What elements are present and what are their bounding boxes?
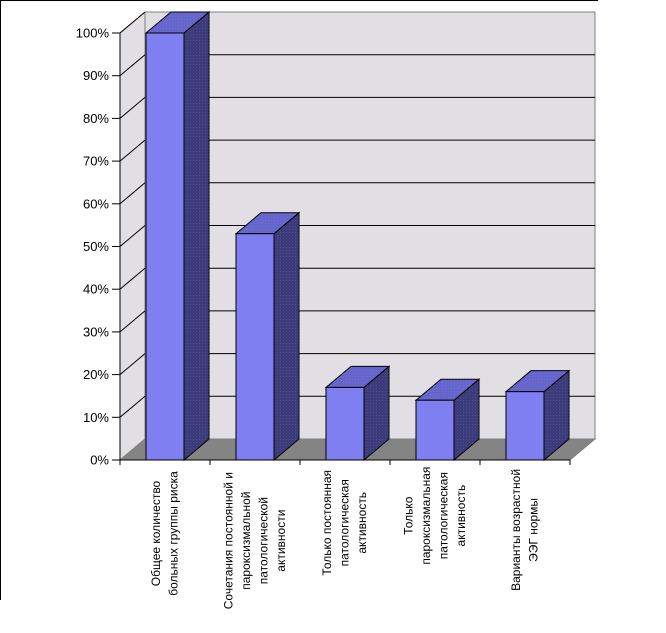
- bar-top-texture: [236, 212, 299, 234]
- x-axis-label: Сочетания постоянной и: [221, 472, 235, 609]
- y-axis-label: 60%: [83, 196, 109, 211]
- bar-column: [144, 10, 211, 462]
- x-axis-label: патологической: [256, 497, 270, 584]
- wall-tick-line: [119, 54, 146, 77]
- bar-column: [414, 378, 481, 462]
- x-axis-label: Только постоянная: [320, 470, 334, 576]
- bar-side-texture: [184, 12, 209, 460]
- y-axis-labels: 0% 10% 20% 30% 40% 50% 60% 70% 80% 90% 100%: [76, 26, 110, 468]
- y-axis-label: 90%: [83, 68, 109, 83]
- x-axis-label: больных группы риска: [166, 471, 180, 596]
- x-axis-labels: Общее количество больных группы риска Соче…: [149, 467, 541, 610]
- bar-front-face: [325, 386, 365, 461]
- bar-top-texture: [326, 366, 389, 388]
- bar-top-texture: [416, 379, 479, 401]
- left-wall-ticks: [119, 11, 146, 418]
- x-axis-label: патологическая: [436, 472, 450, 559]
- wall-tick-line: [119, 225, 146, 247]
- y-axis-label: 0%: [90, 453, 109, 468]
- x-axis-label: Варианты возрастной: [509, 469, 523, 591]
- x-ticks: [119, 460, 571, 465]
- y-axis-label: 20%: [83, 367, 109, 382]
- y-axis-label: 40%: [83, 282, 109, 297]
- bar-column: [324, 365, 391, 462]
- y-axis-label: 30%: [83, 324, 109, 339]
- x-axis-label: активности: [274, 510, 288, 572]
- bar-side-texture: [274, 212, 299, 460]
- wall-tick-line: [119, 97, 146, 119]
- bar-side-texture: [454, 379, 479, 460]
- wall-tick-line: [119, 310, 146, 333]
- bar-column: [504, 369, 571, 462]
- y-axis-label: 10%: [83, 410, 109, 425]
- x-axis-label: ЭЭГ нормы: [526, 498, 540, 562]
- wall-tick-line: [119, 182, 146, 205]
- wall-tick-line: [119, 395, 146, 418]
- bar-side-texture: [544, 370, 569, 460]
- wall-tick-line: [119, 353, 146, 375]
- wall-tick-line: [119, 267, 146, 290]
- bar-front-face: [145, 32, 185, 461]
- x-axis-label: пароксизмальная: [419, 467, 433, 565]
- y-axis-label: 70%: [83, 154, 109, 169]
- wall-tick-line: [119, 139, 146, 162]
- y-axis-label: 80%: [83, 111, 109, 126]
- bar-front-face: [415, 399, 455, 461]
- x-axis-label: патологическая: [338, 479, 352, 566]
- bar-top-texture: [506, 370, 569, 392]
- x-axis-label: пароксизмальной: [239, 492, 253, 590]
- x-axis-label: активность: [355, 492, 369, 554]
- x-axis-label: Общее количество: [149, 480, 163, 586]
- x-axis-label: активность: [454, 485, 468, 547]
- bar-front-face: [505, 391, 545, 461]
- wall-tick-line: [119, 11, 146, 34]
- bar-top-texture: [146, 12, 209, 33]
- bar-side-texture: [364, 366, 389, 460]
- y-axis-label: 100%: [76, 26, 110, 41]
- bar-front-face: [235, 233, 275, 461]
- y-axis-label: 50%: [83, 239, 109, 254]
- y-ticks: [112, 32, 120, 461]
- x-axis-label: Только: [401, 496, 415, 534]
- bar-column: [234, 211, 301, 462]
